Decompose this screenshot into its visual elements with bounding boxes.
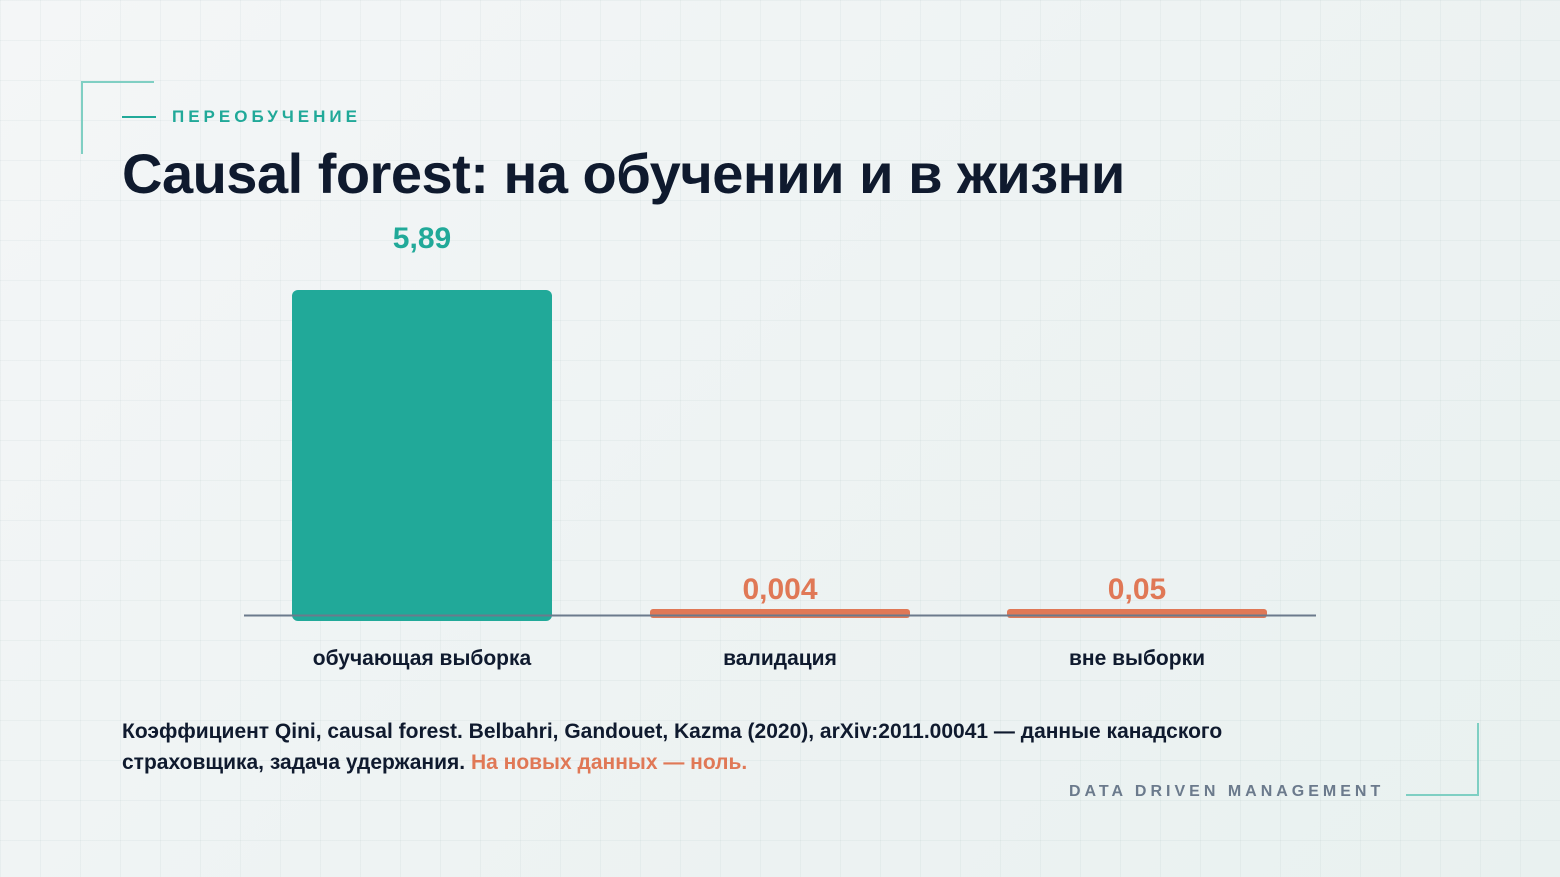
corner-decoration-top-left	[81, 81, 154, 83]
caption-highlight: На новых данных — ноль.	[470, 751, 748, 774]
eyebrow-text: ПЕРЕОБУЧЕНИЕ	[172, 107, 361, 126]
bar-3	[1007, 609, 1267, 618]
category-label-2: валидация	[723, 647, 837, 670]
caption-main: Коэффициент Qini, causal forest. Belbahr…	[122, 720, 1223, 774]
value-label-3: 0,05	[1108, 573, 1166, 606]
eyebrow-line	[122, 116, 156, 118]
category-label-1: обучающая выборка	[313, 647, 532, 670]
bar-1	[292, 290, 552, 621]
brand-label: DATA DRIVEN MANAGEMENT	[1069, 783, 1385, 800]
category-label-3: вне выборки	[1069, 647, 1205, 670]
value-label-1: 5,89	[393, 222, 451, 255]
section-eyebrow: ПЕРЕОБУЧЕНИЕ	[122, 106, 361, 128]
chart-caption: Коэффициент Qini, causal forest. Belbahr…	[122, 716, 1342, 778]
bar-2	[650, 609, 910, 618]
corner-decoration-bottom-right	[1406, 794, 1479, 796]
value-label-2: 0,004	[742, 573, 817, 606]
page-title: Causal forest: на обучении и в жизни	[122, 142, 1125, 205]
corner-decoration-bottom-right-vertical	[1477, 723, 1479, 796]
corner-decoration-top-left-vertical	[81, 81, 83, 154]
